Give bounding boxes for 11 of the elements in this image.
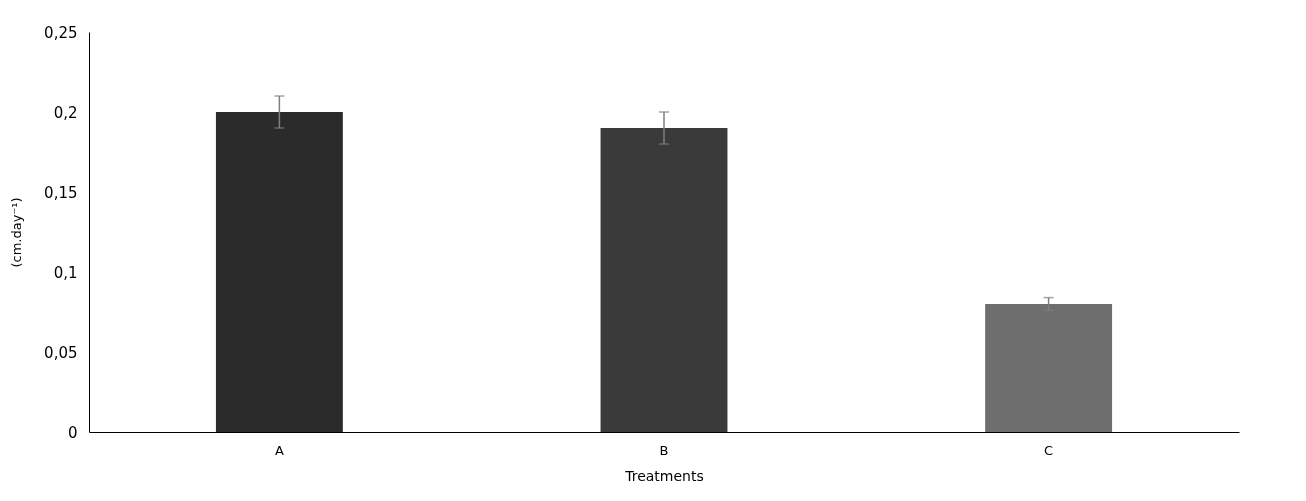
x-axis-title: Treatments	[624, 467, 704, 484]
y-tick-label: 0,25	[44, 23, 78, 42]
x-tick-label: B	[659, 442, 669, 458]
y-tick-label: 0,2	[53, 103, 78, 122]
y-tick-label: 0,15	[44, 183, 78, 202]
x-tick-label: C	[1044, 442, 1054, 458]
y-axis-title: (cm.day⁻¹)	[9, 197, 25, 268]
y-tick-label: 0,05	[44, 343, 78, 362]
x-tick-label: A	[274, 442, 284, 458]
y-tick-label: 0,1	[53, 263, 78, 282]
y-tick-label: 0	[67, 423, 78, 442]
